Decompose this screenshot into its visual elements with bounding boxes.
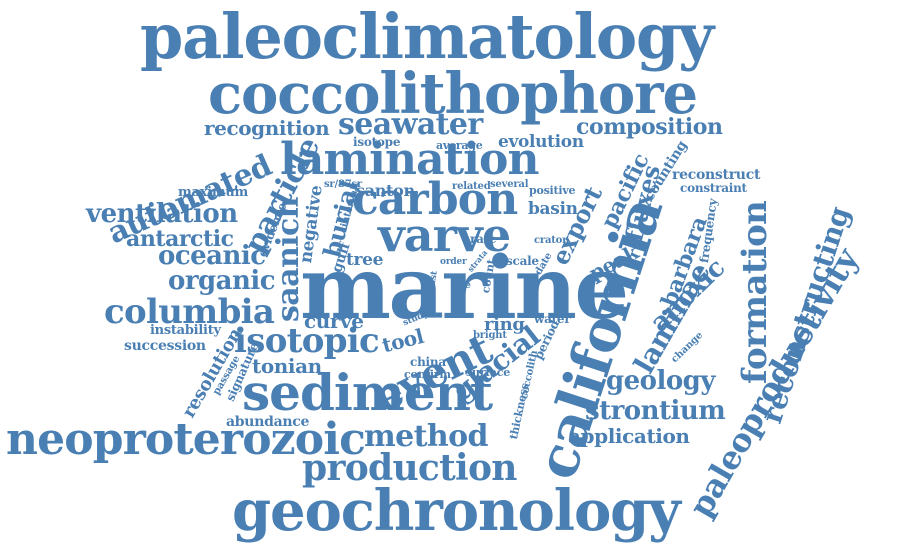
word-constraint: constraint: [680, 181, 747, 195]
word-confirm: confirm: [404, 368, 451, 381]
word-curve: curve: [304, 309, 364, 333]
word-bright: bright: [473, 330, 507, 341]
word-columbia: columbia: [104, 292, 275, 332]
word-oceanic: oceanic: [158, 241, 266, 271]
word-carbon: carbon: [352, 174, 518, 225]
word-varve: varve: [378, 208, 511, 262]
word-application: application: [568, 424, 690, 448]
word-sediment: sediment: [242, 363, 493, 422]
word-geology: geology: [606, 366, 715, 396]
word-lamination: lamination: [280, 134, 539, 185]
word-positive: positive: [529, 184, 576, 197]
word-seawater: seawater: [338, 107, 483, 142]
word-marine: marine: [300, 238, 629, 339]
word-strontium: strontium: [585, 396, 726, 426]
word-coccolithophore: coccolithophore: [208, 61, 698, 127]
word-related: related: [452, 181, 491, 192]
word-tree: tree: [346, 250, 384, 270]
word-sr87sr: sr/87sr: [324, 179, 362, 190]
word-thickness: thickness: [507, 382, 532, 441]
word-formation: formation: [735, 200, 775, 384]
word-abundance: abundance: [226, 414, 310, 430]
word-water: water: [534, 312, 571, 326]
word-geochronology: geochronology: [232, 478, 681, 544]
word-frequency: frequency: [697, 197, 720, 264]
word-reconstruct: reconstruct: [672, 167, 761, 183]
word-paleoclimatology: paleoclimatology: [140, 0, 714, 73]
word-average: average: [436, 139, 483, 152]
word-tonian: tonian: [252, 354, 322, 378]
word-order: order: [440, 257, 467, 267]
word-scale: scale: [506, 254, 539, 268]
word-surface: surface: [466, 366, 511, 379]
word-rate: rate: [470, 232, 497, 246]
word-production: production: [302, 447, 517, 489]
word-maximum: maximum: [178, 185, 249, 200]
word-china: china: [410, 355, 446, 369]
word-recognition: recognition: [204, 116, 330, 140]
word-ring: ring: [484, 314, 525, 335]
word-succession: succession: [124, 338, 206, 354]
word-craton: craton: [534, 235, 570, 246]
word-organic: organic: [168, 266, 276, 296]
word-isotope: isotope: [353, 135, 401, 149]
word-santon: santon: [356, 181, 415, 200]
word-basin: basin: [528, 199, 578, 219]
word-neoproterozoic: neoproterozoic: [6, 414, 366, 465]
word-evolution: evolution: [498, 132, 584, 152]
word-composition: composition: [576, 114, 723, 140]
word-site: site: [451, 280, 471, 291]
word-method: method: [364, 419, 488, 454]
word-instability: instability: [150, 323, 221, 338]
word-isotopic: isotopic: [234, 321, 380, 361]
word-ventilation: ventilation: [86, 199, 238, 229]
word-antarctic: antarctic: [126, 226, 234, 252]
word-several: several: [490, 179, 529, 190]
